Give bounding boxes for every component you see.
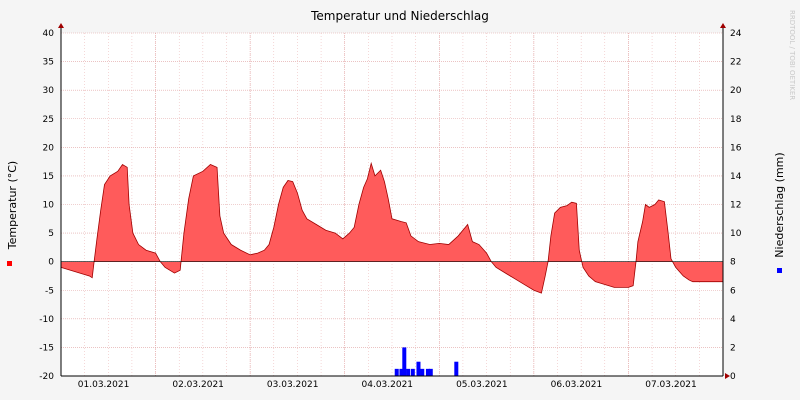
right-tick-label: 24 <box>730 29 742 39</box>
temperature-area <box>61 163 723 294</box>
left-tick-label: 25 <box>43 115 54 125</box>
precipitation-bar <box>416 361 421 376</box>
precipitation-bar <box>410 368 415 376</box>
x-axis-arrow <box>725 373 730 379</box>
temperature-area-layer <box>60 161 723 294</box>
x-tick-label: 04.03.2021 <box>362 380 414 390</box>
right-axis-label: Niederschlag (mm) <box>773 152 786 257</box>
left-tick-label: 20 <box>43 143 55 153</box>
left-tick-label: -5 <box>45 286 54 296</box>
temperature-line <box>60 161 723 294</box>
right-tick-label: 8 <box>730 258 736 268</box>
precipitation-bar <box>454 361 459 376</box>
precipitation-bar <box>406 368 411 376</box>
left-tick-label: 10 <box>43 201 55 211</box>
right-tick-label: 22 <box>730 58 741 68</box>
left-axis-arrow <box>58 23 64 28</box>
right-tick-label: 0 <box>730 372 736 382</box>
precipitation-bar <box>425 368 430 376</box>
x-tick-label: 07.03.2021 <box>645 380 697 390</box>
left-tick-label: -10 <box>39 315 54 325</box>
chart-title: Temperatur und Niederschlag <box>310 9 489 23</box>
left-tick-label: -15 <box>39 343 54 353</box>
x-tick-label: 03.03.2021 <box>267 380 319 390</box>
precipitation-legend-swatch <box>777 268 782 273</box>
precipitation-bar <box>420 368 425 376</box>
left-tick-label: -20 <box>39 372 54 382</box>
x-tick-label: 06.03.2021 <box>551 380 603 390</box>
grid <box>60 32 724 377</box>
left-tick-label: 15 <box>43 172 54 182</box>
right-tick-label: 6 <box>730 286 736 296</box>
left-tick-label: 35 <box>43 58 54 68</box>
x-tick-label: 02.03.2021 <box>172 380 224 390</box>
right-tick-label: 4 <box>730 315 736 325</box>
left-tick-label: 40 <box>43 29 55 39</box>
precipitation-bar <box>394 368 399 376</box>
temperature-legend-swatch <box>7 261 12 266</box>
left-tick-label: 30 <box>43 86 55 96</box>
x-tick-label: 05.03.2021 <box>456 380 508 390</box>
right-tick-label: 20 <box>730 86 742 96</box>
right-tick-label: 10 <box>730 229 742 239</box>
left-tick-label: 5 <box>48 229 54 239</box>
precipitation-bar-layer <box>394 347 459 376</box>
left-axis-label: Temperatur (°C) <box>6 161 19 250</box>
right-tick-label: 12 <box>730 201 741 211</box>
right-tick-label: 16 <box>730 143 742 153</box>
x-tick-label: 01.03.2021 <box>78 380 130 390</box>
left-tick-label: 0 <box>48 258 54 268</box>
precipitation-bar <box>428 368 433 376</box>
right-tick-label: 18 <box>730 115 742 125</box>
precipitation-bar <box>402 347 407 376</box>
axes <box>58 23 730 379</box>
right-tick-label: 2 <box>730 343 736 353</box>
watermark: RRDTOOL / TOBI OETIKER <box>788 10 796 100</box>
tick-labels: -20-15-10-505101520253035400246810121416… <box>39 29 741 390</box>
right-axis-arrow <box>720 23 726 28</box>
right-tick-label: 14 <box>730 172 742 182</box>
precipitation-bar <box>399 368 404 376</box>
